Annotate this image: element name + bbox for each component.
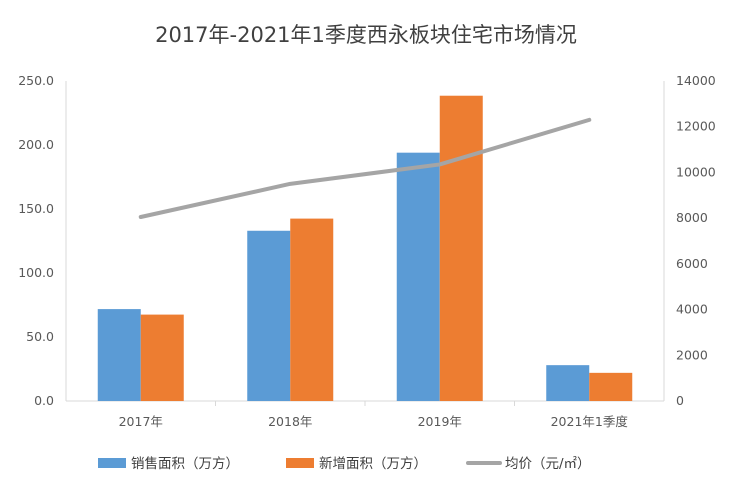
bars xyxy=(97,95,633,401)
y-left-tick-label: 0.0 xyxy=(34,393,54,408)
y-left-tick-label: 150.0 xyxy=(18,201,54,216)
y-right-tick-label: 2000 xyxy=(676,347,708,362)
bar-s2 xyxy=(140,314,184,401)
x-tick-label: 2017年 xyxy=(119,414,163,429)
y-left-tick-label: 250.0 xyxy=(18,73,54,88)
bar-s1 xyxy=(247,230,291,401)
y-left-tick-label: 200.0 xyxy=(18,137,54,152)
legend-label: 新增面积（万方） xyxy=(319,456,427,472)
legend-swatch xyxy=(98,458,126,468)
y-left-tick-label: 100.0 xyxy=(18,265,54,280)
y-right-tick-label: 10000 xyxy=(676,164,716,179)
chart-title: 2017年-2021年1季度西永板块住宅市场情况 xyxy=(155,23,577,47)
y-right-tick-label: 0 xyxy=(676,393,684,408)
y-right-tick-label: 14000 xyxy=(676,73,716,88)
legend-label: 销售面积（万方） xyxy=(131,456,239,472)
x-tick-label: 2019年 xyxy=(418,414,462,429)
line-series xyxy=(138,117,592,219)
legend: 销售面积（万方） 新增面积（万方） 均价（元/㎡） xyxy=(98,456,591,472)
bar-s1 xyxy=(396,152,440,401)
bar-s2 xyxy=(439,95,483,401)
y-right-tick-label: 8000 xyxy=(676,210,708,225)
avg-price-line xyxy=(138,117,592,219)
y-right-tick-label: 6000 xyxy=(676,256,708,271)
y-right-tick-label: 4000 xyxy=(676,302,708,317)
axes: 0.0 50.0 100.0 150.0 200.0 250.0 0 2000 4000 6000… xyxy=(18,73,716,429)
x-tick-label: 2021年1季度 xyxy=(551,414,629,429)
bar-s1 xyxy=(546,365,590,401)
legend-swatch xyxy=(286,458,314,468)
bar-s2 xyxy=(589,372,633,401)
y-right-tick-label: 12000 xyxy=(676,119,716,134)
legend-label: 均价（元/㎡） xyxy=(505,456,591,472)
bar-s1 xyxy=(97,309,141,401)
x-tick-label: 2018年 xyxy=(268,414,312,429)
y-left-tick-label: 50.0 xyxy=(26,329,54,344)
bar-s2 xyxy=(290,218,334,401)
